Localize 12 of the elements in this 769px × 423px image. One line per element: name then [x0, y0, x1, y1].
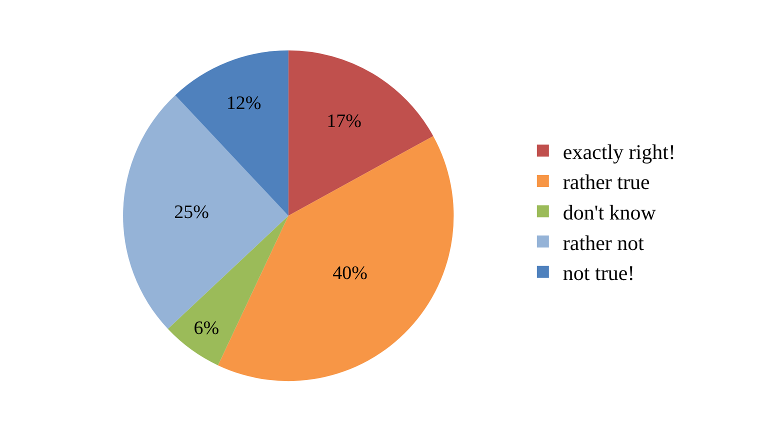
legend-label: rather not [562, 230, 644, 255]
data-label: 6% [194, 318, 220, 339]
data-label: 12% [226, 92, 262, 114]
pie-slice [218, 136, 454, 381]
legend-label: exactly right! [562, 140, 676, 164]
data-label: 17% [326, 110, 362, 132]
legend-label: don't know [562, 200, 657, 224]
pie-slice [288, 50, 434, 216]
legend-label: rather true [562, 170, 650, 194]
data-label: 40% [332, 263, 368, 284]
data-label: 25% [174, 202, 210, 224]
legend-label: not true! [562, 261, 635, 286]
